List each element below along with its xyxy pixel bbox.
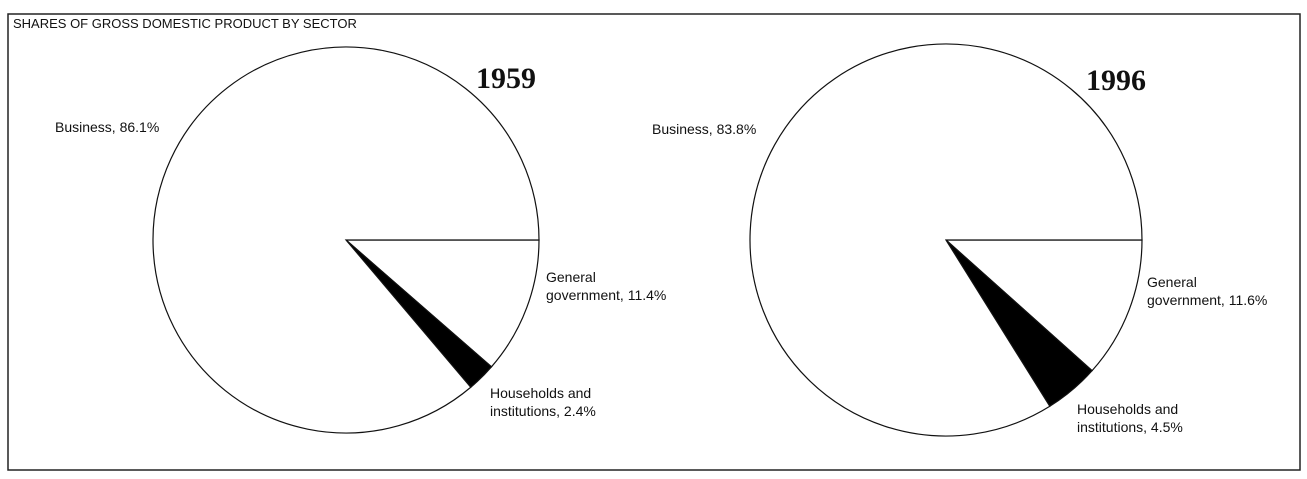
pie-title: 1959	[476, 62, 536, 95]
slice-label: Households and institutions, 2.4%	[490, 385, 596, 419]
pie-slice	[152, 46, 540, 434]
page-title: SHARES OF GROSS DOMESTIC PRODUCT BY SECT…	[13, 16, 357, 31]
pie-slice	[944, 239, 1143, 372]
pie-slice	[344, 239, 540, 368]
pie-slice	[749, 43, 1143, 437]
slice-label: General government, 11.4%	[546, 269, 666, 303]
slice-label: General government, 11.6%	[1147, 274, 1267, 308]
pie-title: 1996	[1086, 64, 1146, 97]
slice-label: Business, 83.8%	[652, 121, 756, 137]
frame	[7, 13, 1301, 471]
slice-label: Business, 86.1%	[55, 119, 159, 135]
slice-label: Households and institutions, 4.5%	[1077, 401, 1183, 435]
